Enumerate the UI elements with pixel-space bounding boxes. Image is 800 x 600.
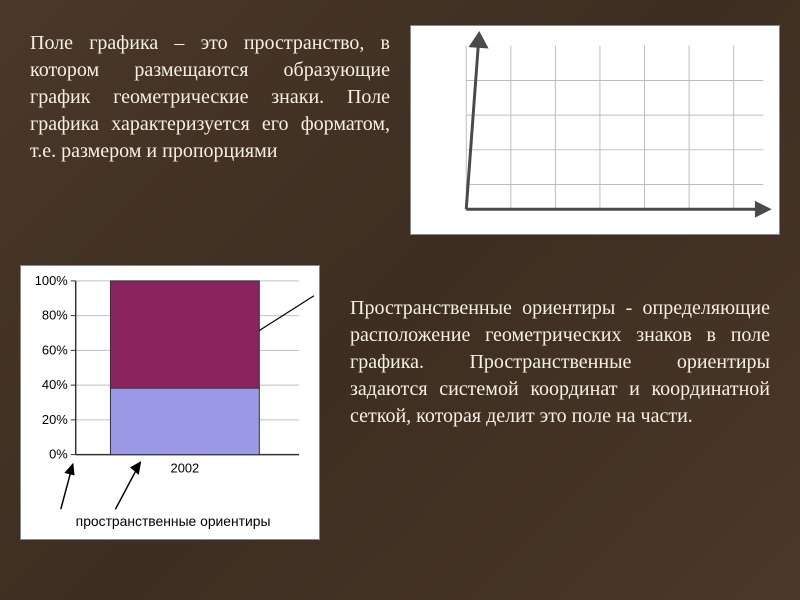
chart-caption: пространственные ориентиры — [76, 513, 271, 529]
paragraph-1: Поле графика – это пространство, в котор… — [30, 30, 390, 235]
bar-chart-svg: 0% 20% 40% 60% 80% 100% 2002 — [21, 266, 319, 539]
ytick-5: 100% — [35, 273, 68, 288]
bar-segment-upper — [110, 281, 259, 388]
ytick-0: 0% — [49, 447, 68, 462]
grid-svg — [411, 26, 779, 234]
x-label: 2002 — [171, 460, 200, 475]
bar-segment-lower — [110, 388, 259, 455]
ytick-4: 80% — [42, 308, 68, 323]
bar-chart-figure: 0% 20% 40% 60% 80% 100% 2002 — [20, 265, 320, 540]
coordinate-grid-figure — [410, 25, 780, 235]
paragraph-2: Пространственные ориентиры - определяющи… — [350, 265, 770, 430]
ytick-1: 20% — [42, 412, 68, 427]
ytick-3: 60% — [42, 342, 68, 357]
ytick-2: 40% — [42, 377, 68, 392]
